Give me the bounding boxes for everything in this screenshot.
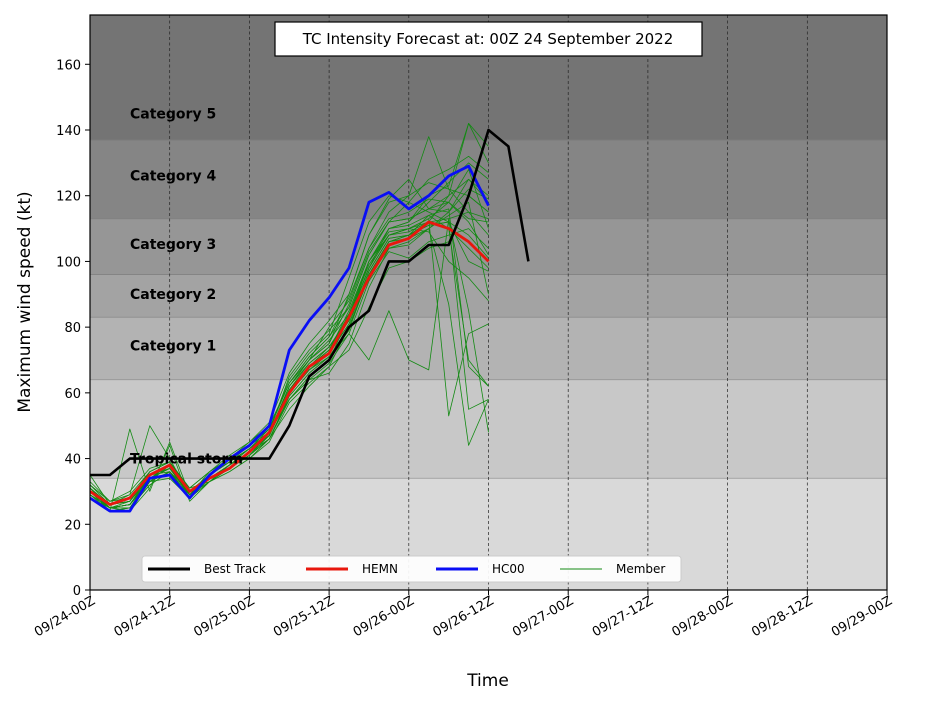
y-tick-label: 160 <box>56 58 81 73</box>
x-tick-label: 09/26-00Z <box>351 593 417 640</box>
label-tropical-storm: Tropical storm <box>130 452 243 468</box>
x-tick-label: 09/24-12Z <box>112 593 178 640</box>
legend-label-hc00: HC00 <box>492 562 525 576</box>
x-tick-label: 09/27-12Z <box>590 593 656 640</box>
x-tick-label: 09/25-00Z <box>191 593 257 640</box>
series-line-best-track <box>90 128 530 477</box>
vertical-gridlines <box>169 15 808 590</box>
x-axis-label: Time <box>466 671 509 691</box>
y-tick-label: 80 <box>64 321 81 336</box>
y-tick-label: 140 <box>56 124 81 139</box>
member-line-24 <box>90 218 489 512</box>
x-tick-label: 09/26-12Z <box>430 593 496 640</box>
legend-label-member: Member <box>616 562 665 576</box>
y-tick-label: 40 <box>64 453 81 468</box>
y-axis-label: Maximum wind speed (kt) <box>15 191 35 412</box>
y-tick-label: 100 <box>56 255 81 270</box>
member-line-26 <box>90 201 489 502</box>
label-category-4: Category 4 <box>130 168 216 184</box>
main-series-lines <box>90 128 530 513</box>
x-tick-label: 09/28-12Z <box>749 593 815 640</box>
label-category-2: Category 2 <box>130 287 216 303</box>
y-tick-label: 120 <box>56 190 81 205</box>
x-tick-label: 09/24-00Z <box>32 593 98 640</box>
y-tick-label: 0 <box>73 584 81 599</box>
chart-title: TC Intensity Forecast at: 00Z 24 Septemb… <box>302 30 674 48</box>
y-tick-label: 60 <box>64 387 81 402</box>
series-line-hemn <box>90 220 490 507</box>
legend: Best Track HEMN HC00 Member <box>141 555 682 583</box>
series-line-hc00 <box>90 164 490 513</box>
x-tick-label: 09/28-00Z <box>670 593 736 640</box>
legend-label-hemn: HEMN <box>362 562 398 576</box>
x-tick-label: 09/25-12Z <box>271 593 337 640</box>
label-category-1: Category 1 <box>130 338 216 354</box>
y-tick-label: 20 <box>64 518 81 533</box>
legend-label-best-track: Best Track <box>204 562 266 576</box>
x-tick-label: 09/27-00Z <box>510 593 576 640</box>
chart-title-box: TC Intensity Forecast at: 00Z 24 Septemb… <box>274 21 703 57</box>
x-axis: 09/24-00Z 09/24-12Z 09/25-00Z 09/25-12Z 09/2… <box>32 590 895 640</box>
category-labels: Tropical storm Category 1 Category 2 Catego… <box>130 107 243 468</box>
x-tick-label: 09/29-00Z <box>829 593 895 640</box>
label-category-3: Category 3 <box>130 237 216 253</box>
y-axis: 0 20 40 60 80 100 120 140 160 <box>56 58 90 599</box>
label-category-5: Category 5 <box>130 107 216 123</box>
